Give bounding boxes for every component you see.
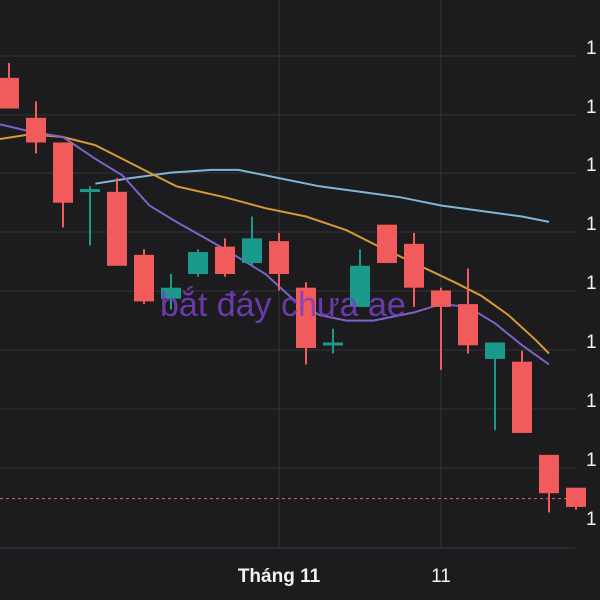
candle-body bbox=[431, 290, 451, 307]
candle bbox=[53, 142, 73, 228]
candle-body bbox=[458, 304, 478, 346]
annotation-text: bắt đáy chưa ae bbox=[160, 286, 406, 324]
candle-body bbox=[53, 142, 73, 203]
candle-body bbox=[107, 191, 127, 266]
candle bbox=[512, 350, 532, 433]
candles bbox=[0, 63, 586, 513]
candle-body bbox=[404, 243, 424, 288]
x-tick-label: Tháng 11 bbox=[238, 566, 321, 587]
candle bbox=[404, 232, 424, 307]
candle bbox=[215, 238, 235, 277]
candle-body bbox=[512, 361, 532, 433]
candle-body bbox=[539, 454, 559, 494]
candle-body bbox=[485, 342, 505, 359]
candle bbox=[431, 287, 451, 370]
ma-long-line bbox=[95, 168, 550, 223]
candle bbox=[539, 454, 559, 513]
y-tick-label: 1 bbox=[586, 509, 597, 530]
candle-body bbox=[134, 254, 154, 302]
candle-body bbox=[269, 241, 289, 274]
y-tick-label: 1 bbox=[586, 214, 597, 235]
candle-body bbox=[566, 487, 586, 507]
candle-body bbox=[80, 189, 100, 193]
candle bbox=[323, 328, 343, 354]
candle bbox=[26, 101, 46, 154]
y-tick-label: 1 bbox=[586, 332, 597, 353]
candle bbox=[134, 249, 154, 305]
candle-body bbox=[296, 287, 316, 348]
y-tick-label: 1 bbox=[586, 450, 597, 471]
x-tick-label: 11 bbox=[431, 566, 451, 587]
candle bbox=[296, 282, 316, 365]
y-tick-label: 1 bbox=[586, 155, 597, 176]
candle-body bbox=[0, 77, 19, 109]
ma-mid-line bbox=[0, 133, 550, 355]
candle-body bbox=[26, 117, 46, 143]
candle bbox=[188, 249, 208, 277]
candle bbox=[485, 342, 505, 431]
candle-body bbox=[188, 252, 208, 274]
candle bbox=[0, 63, 19, 109]
y-tick-label: 1 bbox=[586, 38, 597, 59]
candle bbox=[161, 274, 181, 310]
candle bbox=[350, 249, 370, 307]
candle-body bbox=[215, 246, 235, 274]
candle-body bbox=[161, 287, 181, 299]
candle-body bbox=[377, 224, 397, 264]
candle bbox=[458, 268, 478, 354]
candle-body bbox=[350, 265, 370, 307]
candle bbox=[377, 224, 397, 264]
candle bbox=[107, 178, 127, 266]
annotation-layer: bắt đáy chưa ae bbox=[160, 286, 406, 324]
candle bbox=[269, 232, 289, 291]
candle bbox=[242, 216, 262, 266]
candle-body bbox=[242, 238, 262, 264]
candle bbox=[80, 186, 100, 246]
y-tick-label: 1 bbox=[586, 97, 597, 118]
y-tick-label: 1 bbox=[586, 273, 597, 294]
candle bbox=[566, 487, 586, 510]
candle-body bbox=[323, 342, 343, 346]
y-tick-label: 1 bbox=[586, 391, 597, 412]
